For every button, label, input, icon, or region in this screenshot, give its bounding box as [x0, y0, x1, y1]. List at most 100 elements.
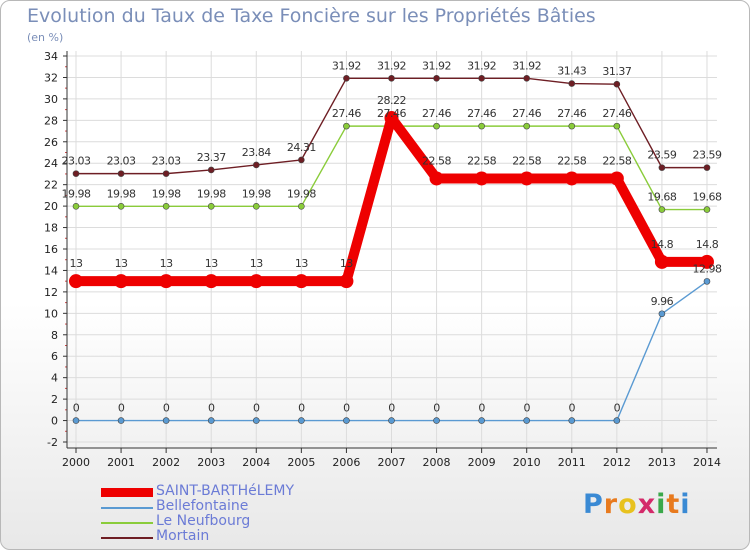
data-point — [523, 417, 531, 424]
data-point — [613, 122, 621, 130]
data-label: 19.98 — [197, 187, 226, 200]
data-point — [519, 171, 534, 186]
logo-letter: o — [618, 489, 638, 520]
legend-swatch — [101, 488, 153, 497]
logo-letter: r — [603, 489, 619, 520]
data-label: 13 — [115, 257, 128, 270]
data-point — [474, 171, 489, 186]
y-tick-label: 32 — [44, 71, 58, 84]
data-label: 0 — [343, 402, 350, 415]
data-point — [249, 274, 264, 289]
x-tick-label: 2012 — [603, 456, 631, 469]
data-point — [114, 274, 129, 289]
data-label: 31.92 — [512, 59, 541, 72]
data-label: 0 — [433, 402, 440, 415]
data-label: 31.92 — [422, 59, 451, 72]
data-point — [703, 206, 711, 213]
y-tick-label: -2 — [47, 436, 58, 449]
data-point — [204, 274, 219, 289]
data-point — [433, 75, 440, 82]
data-label: 13 — [160, 257, 173, 270]
data-label: 0 — [253, 402, 260, 415]
data-point — [252, 203, 260, 210]
data-label: 13 — [250, 257, 263, 270]
data-point — [613, 80, 621, 88]
data-label: 19.68 — [692, 191, 721, 204]
data-label: 0 — [118, 402, 125, 415]
data-label: 13 — [205, 257, 218, 270]
data-label: 0 — [298, 402, 305, 415]
data-point — [252, 417, 260, 424]
data-point — [117, 417, 125, 424]
data-label: 22.58 — [422, 154, 451, 167]
data-point — [654, 254, 669, 269]
data-label: 13 — [340, 257, 353, 270]
data-label: 0 — [569, 402, 576, 415]
data-point — [568, 417, 576, 424]
y-tick-label: 0 — [51, 415, 58, 428]
data-point — [433, 122, 440, 130]
data-label: 9.96 — [651, 295, 674, 308]
data-label: 23.37 — [197, 151, 226, 164]
data-point — [478, 122, 485, 130]
data-label: 31.92 — [377, 59, 406, 72]
data-label: 19.98 — [107, 187, 136, 200]
data-point — [298, 203, 305, 210]
y-tick-label: 12 — [44, 286, 58, 299]
data-point — [298, 156, 305, 164]
x-tick-label: 2000 — [62, 456, 90, 469]
data-point — [162, 170, 170, 177]
data-point — [117, 170, 125, 177]
data-label: 24.31 — [287, 141, 316, 154]
data-label: 19.98 — [152, 187, 181, 200]
data-label: 27.46 — [557, 107, 586, 120]
data-label: 23.84 — [242, 146, 271, 159]
data-point — [207, 417, 215, 424]
chart-title: Evolution du Taux de Taxe Foncière sur l… — [27, 5, 596, 27]
data-point — [384, 110, 399, 125]
proxiti-logo: Proxiti — [583, 489, 691, 520]
data-label: 14.8 — [651, 238, 674, 251]
y-tick-label: 10 — [44, 307, 58, 320]
data-label: 31.37 — [602, 65, 631, 78]
y-tick-label: 8 — [51, 329, 58, 342]
data-label: 28.22 — [377, 94, 406, 107]
x-tick-label: 2002 — [152, 456, 180, 469]
logo-letter: x — [637, 489, 657, 520]
x-tick-label: 2011 — [558, 456, 586, 469]
data-label: 22.58 — [467, 154, 496, 167]
data-label: 0 — [73, 402, 80, 415]
data-label: 31.92 — [332, 59, 361, 72]
y-tick-label: 4 — [51, 372, 58, 385]
data-label: 27.46 — [467, 107, 496, 120]
y-tick-label: 20 — [44, 200, 58, 213]
data-point — [343, 75, 350, 82]
data-label: 23.59 — [647, 149, 676, 162]
data-point — [568, 122, 576, 130]
data-label: 19.98 — [242, 187, 271, 200]
legend-swatch — [101, 522, 153, 524]
data-label: 0 — [523, 402, 530, 415]
x-tick-label: 2001 — [107, 456, 135, 469]
x-tick-label: 2003 — [197, 456, 225, 469]
y-tick-label: 22 — [44, 179, 58, 192]
y-tick-label: 6 — [51, 350, 58, 363]
legend-label: Mortain — [156, 528, 210, 544]
data-point — [72, 417, 80, 424]
x-tick-label: 2008 — [423, 456, 451, 469]
data-point — [478, 417, 485, 424]
data-label: 13 — [70, 257, 83, 270]
data-point — [568, 80, 576, 87]
data-label: 31.43 — [557, 65, 586, 78]
data-point — [343, 417, 350, 424]
data-point — [699, 254, 714, 269]
data-label: 31.92 — [467, 59, 496, 72]
data-point — [252, 161, 260, 169]
data-label: 27.46 — [332, 107, 361, 120]
data-label: 19.68 — [647, 191, 676, 204]
data-label: 27.46 — [602, 107, 631, 120]
data-point — [69, 274, 83, 289]
legend-label: Le Neufbourg — [156, 513, 251, 529]
data-point — [523, 122, 531, 130]
